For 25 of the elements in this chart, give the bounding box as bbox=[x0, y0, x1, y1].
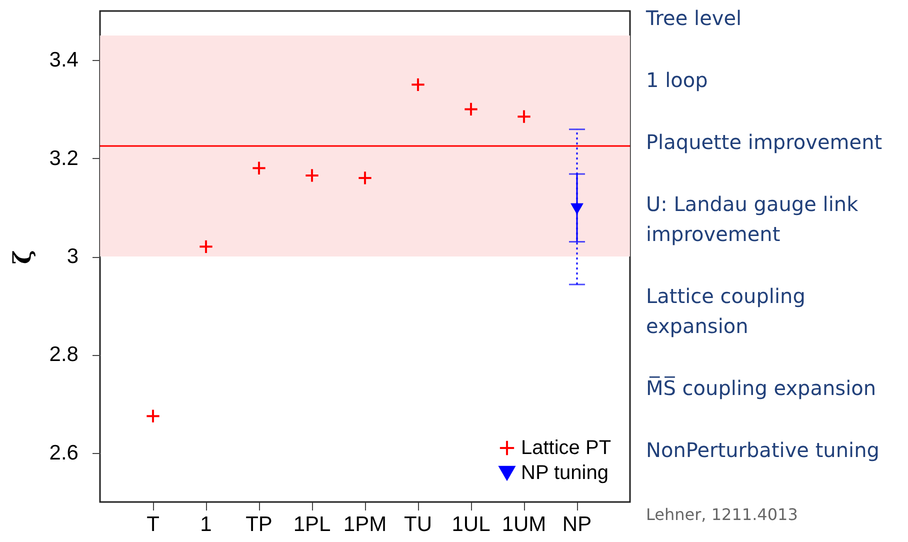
y-tick-label: 3.4 bbox=[49, 48, 79, 72]
text: 1 loop bbox=[646, 68, 708, 92]
text: Lehner, 1211.4013 bbox=[646, 505, 798, 524]
x-tick-label: TU bbox=[404, 513, 432, 536]
y-axis-title: ζ bbox=[7, 250, 36, 264]
text: NonPerturbative tuning bbox=[646, 438, 880, 462]
text: Lattice coupling expansion bbox=[646, 284, 806, 338]
x-tick-label: 1 bbox=[200, 513, 212, 536]
y-tick-label: 2.6 bbox=[49, 441, 78, 464]
text: Tree level bbox=[645, 6, 742, 30]
legend-label: NP tuning bbox=[521, 462, 608, 484]
text: U: Landau gauge link improvement bbox=[646, 192, 859, 246]
y-tick-label: 3.2 bbox=[49, 146, 78, 170]
y-tick-label: 3 bbox=[66, 245, 78, 268]
y-tick-label: 2.8 bbox=[49, 343, 78, 366]
text: M̅S̅ coupling expansion bbox=[646, 375, 876, 400]
x-tick-label: NP bbox=[562, 513, 592, 536]
text: Plaquette improvement bbox=[646, 130, 882, 154]
x-tick-label: TP bbox=[246, 513, 272, 536]
x-tick-label: T bbox=[146, 513, 160, 536]
x-tick-label: 1PM bbox=[343, 513, 387, 536]
x-tick-label: 1UM bbox=[502, 513, 546, 536]
x-tick-label: 1PL bbox=[293, 513, 331, 536]
x-tick-label: 1UL bbox=[452, 513, 490, 536]
legend-label: Lattice PT bbox=[521, 437, 612, 459]
